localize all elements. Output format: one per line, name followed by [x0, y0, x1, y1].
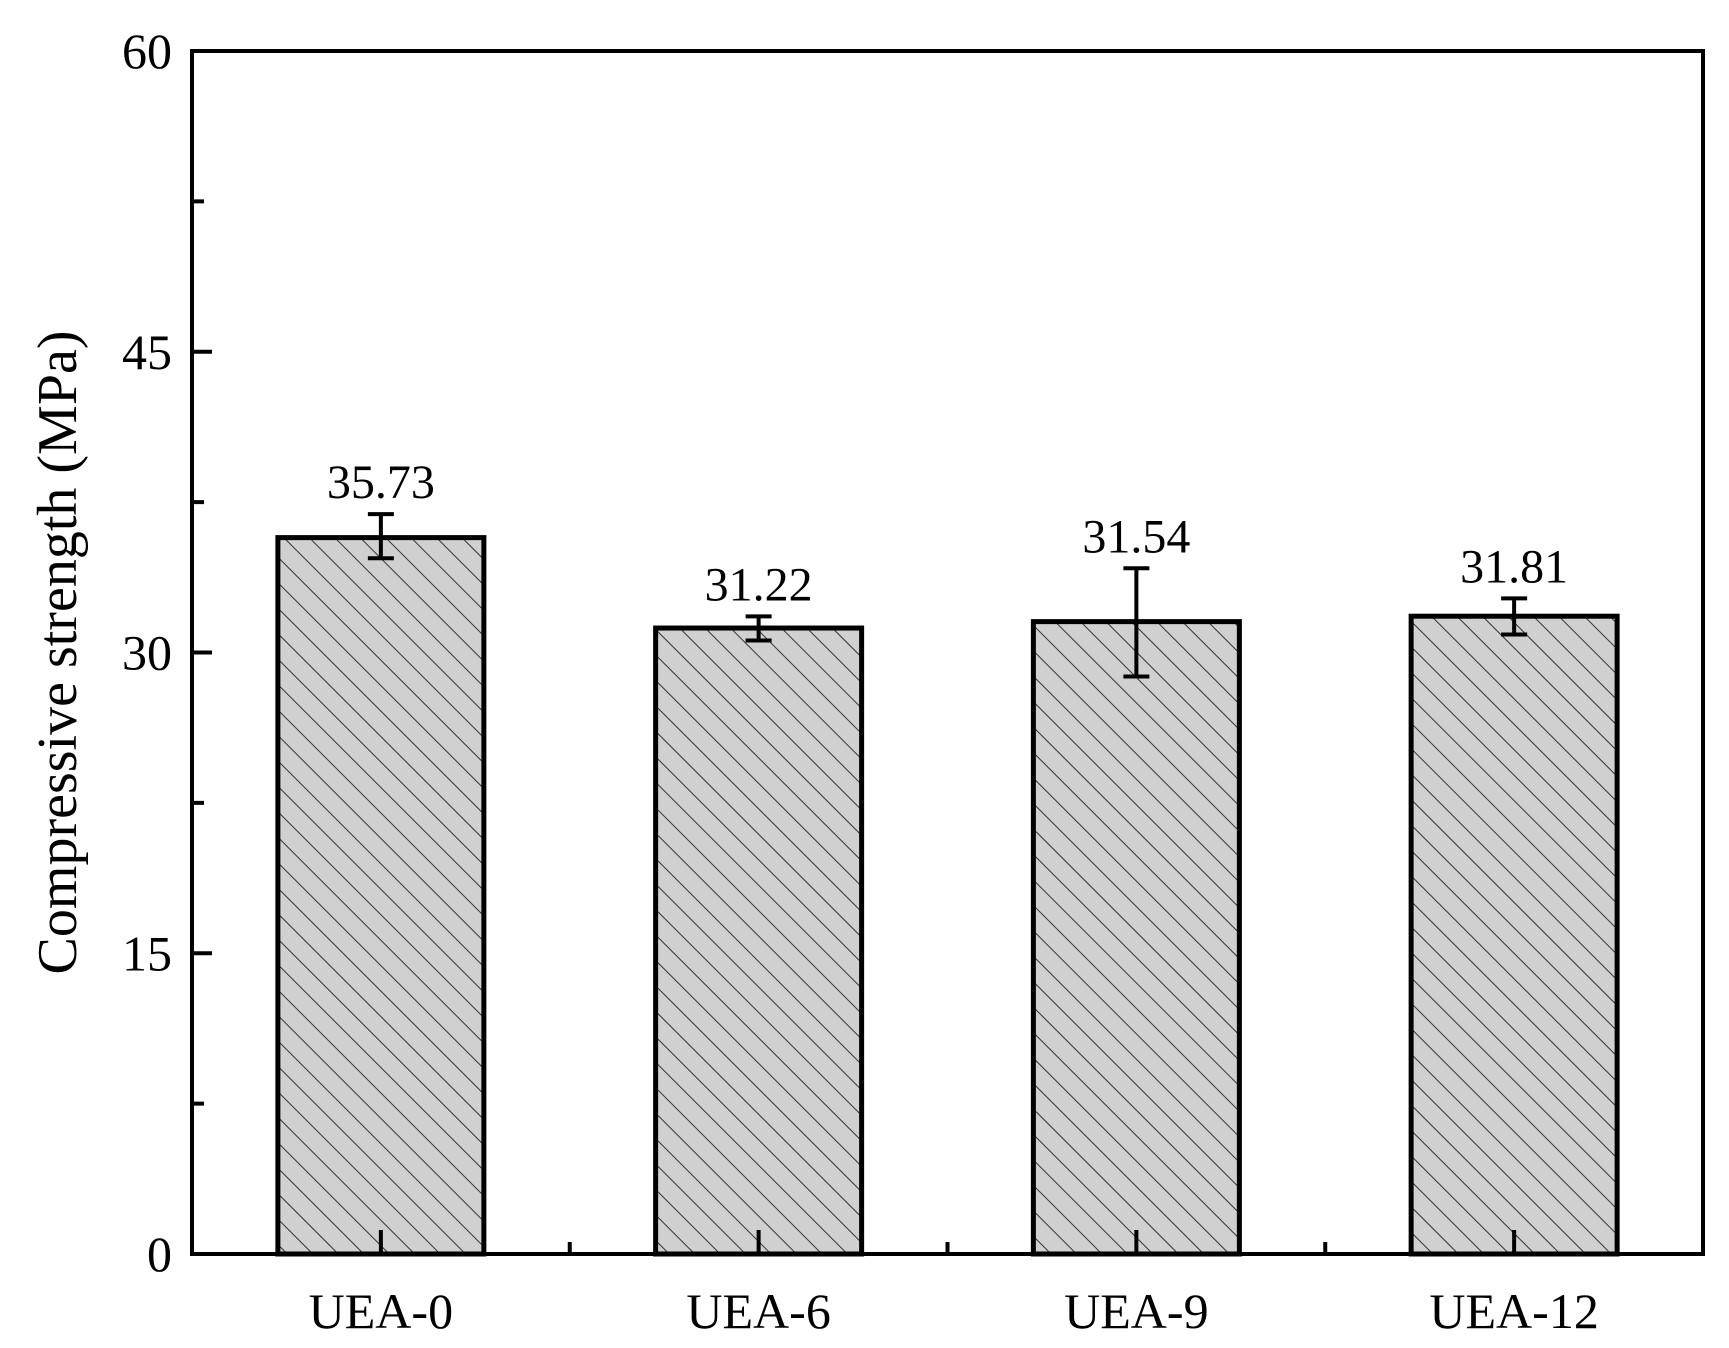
y-tick-label-30: 30 [122, 625, 172, 681]
error-bars-layer [367, 512, 1528, 679]
bars-layer [275, 535, 1620, 1257]
y-tick-label-15: 15 [122, 925, 172, 981]
y-tick-label-0: 0 [147, 1226, 172, 1282]
y-axis-title: Compressive strength (MPa) [27, 331, 89, 975]
labels-layer: 35.73 UEA-0 31.22 UEA-6 31.54 UEA-9 31.81 UEA-1… [122, 23, 1599, 1339]
bar-uea-9 [1030, 619, 1242, 1257]
y-tick-label-45: 45 [122, 324, 172, 380]
y-tick-label-60: 60 [122, 23, 172, 79]
value-label-uea-12: 31.81 [1460, 540, 1568, 593]
ticks-layer [192, 49, 1517, 1256]
value-label-uea-9: 31.54 [1082, 510, 1190, 563]
bar-uea-12 [1408, 613, 1620, 1257]
value-label-uea-0: 35.73 [327, 456, 435, 509]
bar-uea-0 [275, 535, 487, 1257]
x-tick-label-uea-9: UEA-9 [1064, 1283, 1208, 1339]
x-tick-label-uea-0: UEA-0 [309, 1283, 453, 1339]
x-tick-label-uea-12: UEA-12 [1429, 1283, 1598, 1339]
bar-uea-6 [653, 625, 865, 1257]
x-tick-label-uea-6: UEA-6 [686, 1283, 830, 1339]
value-label-uea-6: 31.22 [705, 558, 813, 611]
